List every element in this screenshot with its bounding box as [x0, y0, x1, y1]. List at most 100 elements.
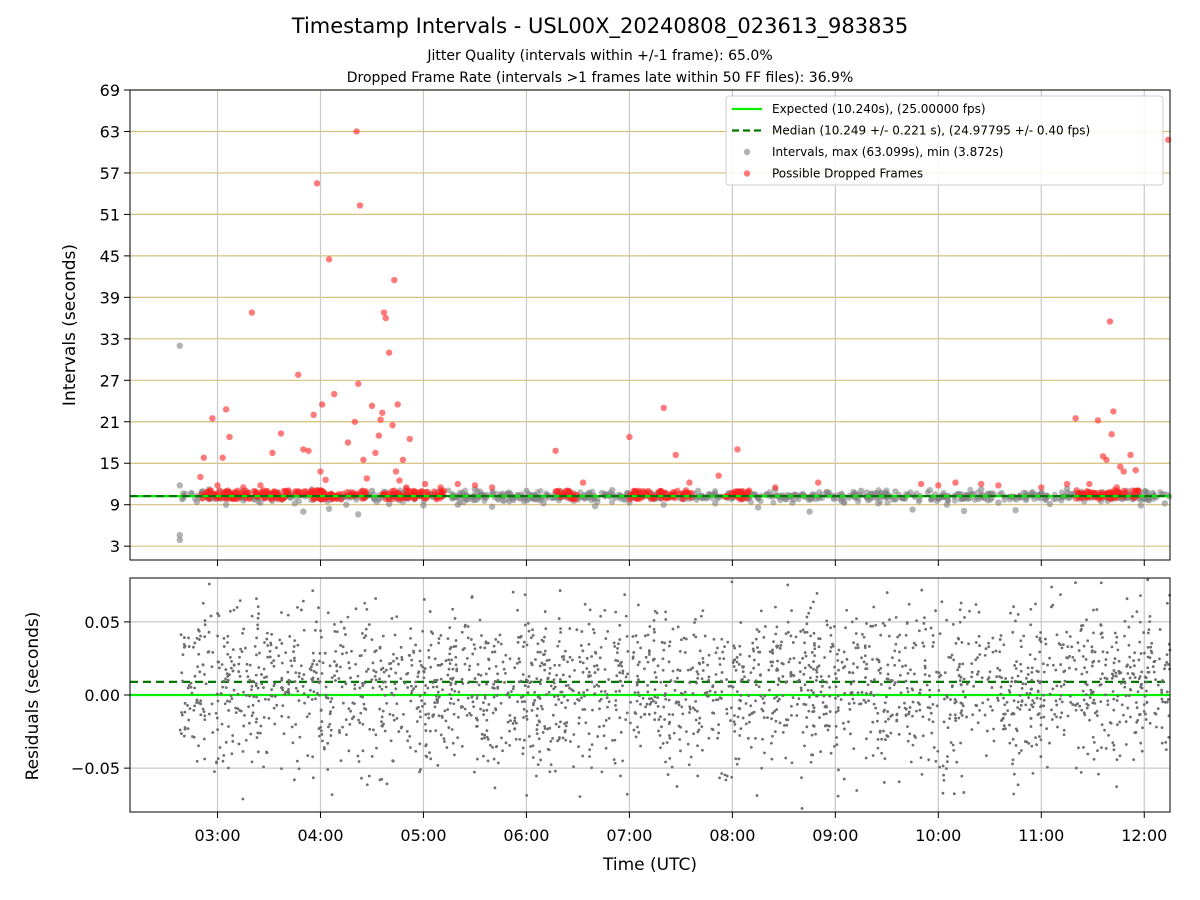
residual-point — [229, 694, 233, 698]
residual-point — [758, 673, 762, 677]
residual-point — [684, 698, 688, 701]
residual-point — [519, 679, 523, 683]
residual-point — [725, 774, 729, 778]
residual-point — [607, 678, 611, 681]
residual-point — [230, 697, 234, 701]
residual-point — [776, 659, 779, 663]
residual-point — [477, 683, 481, 687]
residual-point — [182, 734, 186, 738]
residual-point — [1148, 620, 1152, 624]
residual-point — [492, 695, 496, 699]
residual-point — [361, 722, 365, 726]
residual-point — [226, 634, 230, 638]
residual-point — [1051, 663, 1055, 667]
residual-point — [855, 617, 858, 621]
residual-point — [1015, 660, 1018, 664]
residual-point — [1063, 679, 1067, 683]
residual-point — [543, 727, 547, 730]
residual-point — [871, 720, 875, 724]
residual-point — [898, 650, 901, 654]
residual-point — [535, 714, 539, 718]
residual-point — [392, 659, 395, 663]
residual-point — [374, 649, 378, 653]
residual-point — [427, 648, 431, 652]
residual-point — [547, 690, 551, 694]
residual-point — [390, 691, 393, 695]
residual-point — [701, 669, 705, 672]
residual-point — [888, 686, 892, 690]
residual-point — [318, 652, 322, 655]
residual-point — [821, 678, 824, 682]
residual-point — [945, 767, 948, 770]
residual-point — [940, 600, 944, 604]
residual-point — [757, 630, 761, 633]
residual-point — [1166, 698, 1170, 701]
residual-point — [1029, 623, 1033, 627]
residual-point — [409, 699, 413, 703]
residual-point — [759, 694, 763, 698]
residual-point — [1156, 707, 1160, 711]
residual-point — [270, 661, 274, 665]
residual-point — [395, 656, 399, 660]
residual-point — [995, 675, 999, 679]
residual-point — [1163, 663, 1167, 667]
residual-point — [960, 709, 964, 713]
residual-point — [197, 638, 201, 641]
residual-point — [263, 697, 267, 701]
residual-point — [661, 742, 665, 745]
residual-point — [620, 660, 623, 664]
residual-point — [296, 643, 300, 647]
residual-point — [808, 695, 811, 699]
residual-point — [406, 686, 410, 689]
dropped-frame-point — [646, 489, 654, 496]
residual-point — [1069, 700, 1073, 704]
residual-point — [950, 653, 954, 657]
residual-point — [374, 733, 378, 737]
residual-point — [259, 724, 263, 728]
residual-point — [237, 670, 241, 673]
residual-point — [1165, 601, 1169, 605]
residual-point — [733, 646, 737, 650]
residual-point — [361, 749, 365, 753]
residual-point — [757, 663, 761, 666]
residual-point — [329, 710, 332, 714]
residual-point — [558, 678, 562, 681]
residual-point — [237, 662, 241, 666]
residual-point — [629, 700, 633, 704]
residual-point — [435, 685, 439, 689]
interval-point — [1038, 489, 1045, 496]
residual-point — [352, 715, 356, 719]
residual-point — [435, 678, 439, 682]
residual-point — [1091, 701, 1095, 705]
residual-point — [539, 704, 543, 708]
residual-point — [406, 739, 410, 743]
residual-point — [333, 674, 336, 678]
residual-point — [515, 661, 519, 665]
residual-point — [890, 656, 894, 660]
residual-point — [923, 666, 927, 670]
residual-point — [564, 724, 568, 728]
residual-point — [968, 609, 971, 613]
residual-point — [408, 654, 412, 657]
residual-point — [388, 712, 392, 716]
residual-point — [664, 618, 668, 621]
residual-point — [409, 637, 412, 640]
residual-point — [597, 684, 601, 688]
residual-point — [1099, 581, 1103, 585]
y-axis-label-intervals: Intervals (seconds) — [60, 244, 80, 406]
residual-point — [203, 757, 207, 761]
residual-point — [723, 773, 727, 777]
residual-point — [554, 722, 558, 726]
residual-point — [287, 715, 290, 719]
residual-point — [431, 685, 435, 689]
residual-point — [543, 610, 547, 613]
residual-point — [1042, 715, 1046, 719]
residual-point — [912, 641, 916, 645]
residual-point — [187, 684, 191, 687]
residual-point — [1112, 674, 1115, 678]
residual-point — [1025, 676, 1028, 680]
residual-point — [238, 655, 241, 659]
residual-point — [1130, 615, 1134, 618]
residual-point — [241, 631, 244, 635]
